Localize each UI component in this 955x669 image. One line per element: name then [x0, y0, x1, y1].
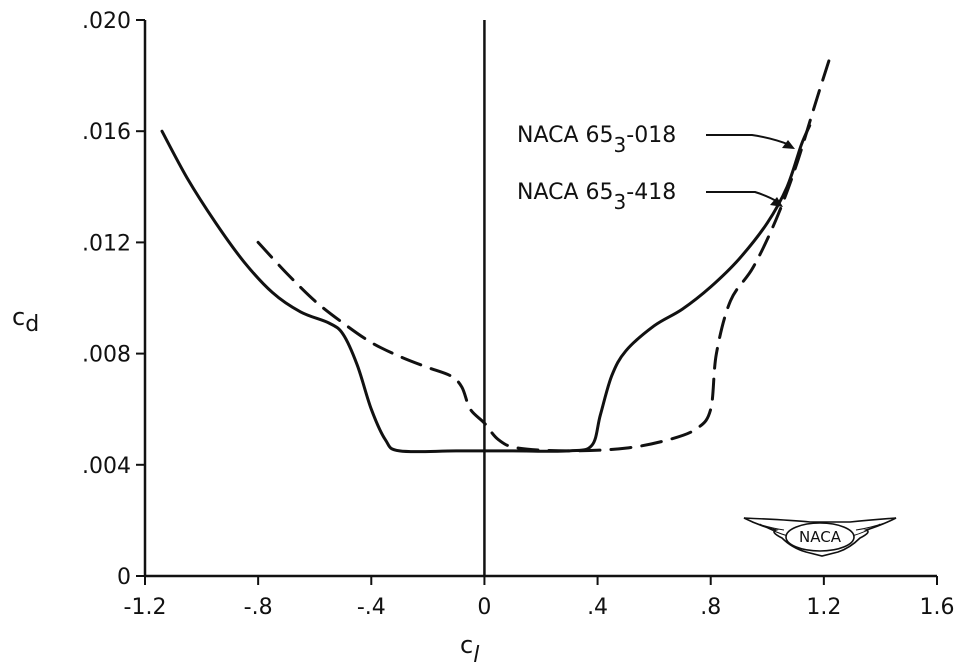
- x-ticks: -1.2 -.8 -.4 0 .4 .8 1.2 1.6: [124, 576, 955, 620]
- y-tick-label: .008: [82, 343, 131, 368]
- y-tick-label: 0: [117, 565, 131, 590]
- y-axis-label: cd: [12, 303, 39, 337]
- legend-series-1: NACA 653-018: [517, 123, 795, 157]
- legend-series-2: NACA 653-418: [517, 180, 783, 214]
- plot-area: -1.2 -.8 -.4 0 .4 .8 1.2 1.6 0 .004 .008 .012 .016.…: [82, 9, 954, 620]
- x-tick-label: .4: [587, 595, 608, 620]
- legend-label-series-2: NACA 653-418: [517, 180, 676, 214]
- x-tick-label: -1.2: [124, 595, 167, 620]
- y-tick-label: .016: [82, 120, 131, 145]
- legend-label-series-1: NACA 653-018: [517, 123, 676, 157]
- naca-logo-text: NACA: [799, 528, 842, 546]
- y-tick-label: .012: [82, 231, 131, 256]
- x-tick-label: -.4: [357, 595, 386, 620]
- legend-arrowhead-series-1: [782, 140, 795, 149]
- y-tick-label: .020: [82, 9, 131, 34]
- y-tick-label: .004: [82, 454, 131, 479]
- x-tick-label: 1.6: [920, 595, 955, 620]
- x-tick-label: .8: [700, 595, 721, 620]
- series-line-2: [256, 57, 831, 453]
- x-tick-label: -.8: [244, 595, 273, 620]
- y-ticks: 0 .004 .008 .012 .016 .020: [82, 9, 145, 590]
- naca-winged-logo-icon: NACA: [743, 517, 897, 557]
- series-group: [160, 57, 831, 454]
- x-tick-label: 1.2: [806, 595, 841, 620]
- series-line-1: [160, 124, 812, 454]
- legend-leader-series-1: [706, 134, 791, 146]
- x-tick-label: 0: [477, 595, 491, 620]
- legend-leader-series-2: [706, 191, 779, 203]
- legend-arrowhead-series-2: [770, 197, 783, 207]
- x-axis-label: cl: [460, 631, 479, 668]
